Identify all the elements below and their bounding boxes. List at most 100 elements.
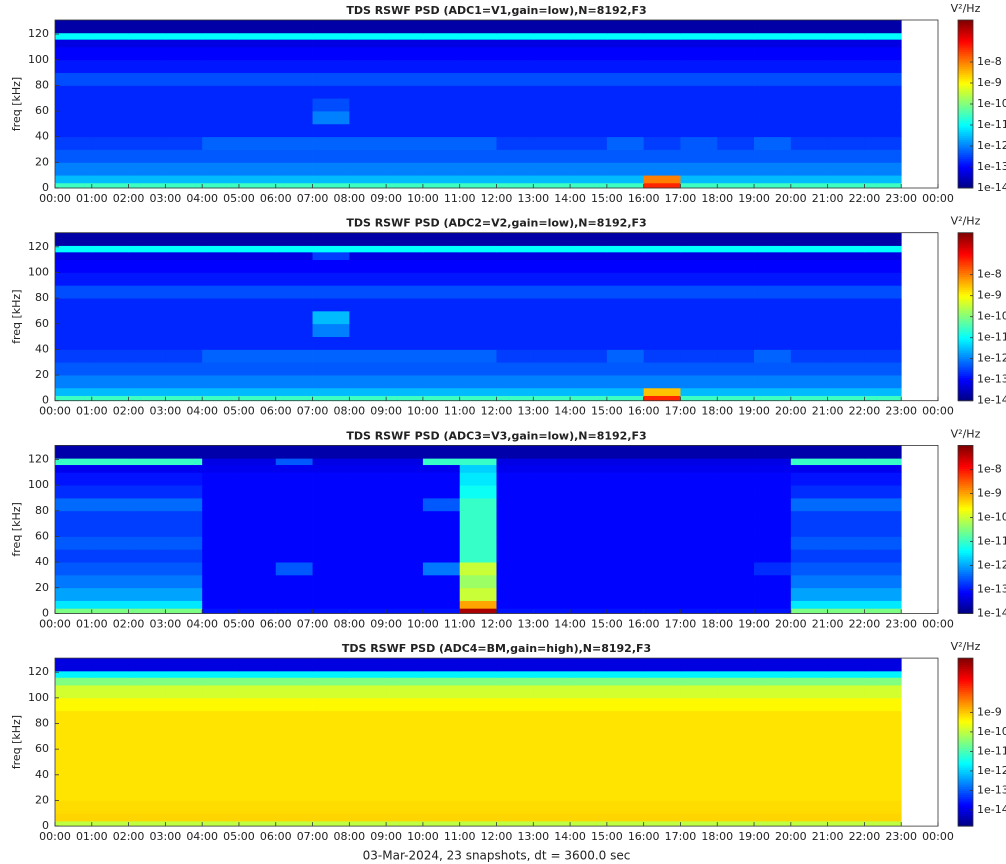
heatmap-cell [312, 787, 350, 801]
colorbar-swatch [958, 97, 973, 101]
heatmap-cell [459, 98, 497, 112]
colorbar-swatch [958, 53, 973, 57]
heatmap-cell [349, 464, 387, 473]
heatmap-cell [91, 736, 129, 750]
colorbar-swatch [958, 323, 973, 326]
heatmap-cell [790, 685, 829, 699]
colorbar-swatch [958, 156, 973, 160]
heatmap-cell [128, 658, 166, 672]
heatmap-cell [717, 251, 755, 261]
colorbar-swatch [958, 698, 973, 701]
heatmap-cell [165, 395, 203, 402]
heatmap-cell [128, 445, 166, 459]
heatmap-cell [606, 472, 645, 486]
heatmap-cell [606, 685, 645, 699]
heatmap-cell [202, 32, 240, 40]
heatmap-cell [165, 472, 203, 486]
heatmap-cell [790, 800, 829, 814]
heatmap-cell [91, 323, 129, 337]
heatmap-cell [570, 472, 608, 486]
heatmap-cell [202, 787, 240, 801]
x-tick-label: 00:00 [39, 405, 71, 418]
y-tick-label: 80 [35, 504, 49, 517]
x-tick-label: 02:00 [113, 617, 145, 630]
heatmap-cell [643, 458, 681, 466]
heatmap-cell [275, 736, 313, 750]
heatmap-cell [128, 149, 166, 163]
colorbar-swatch [958, 266, 973, 269]
heatmap-cell [349, 123, 387, 138]
heatmap-cell [717, 387, 755, 396]
heatmap-cell [422, 549, 461, 563]
heatmap-cell [386, 510, 424, 525]
colorbar-swatch [958, 765, 973, 768]
heatmap-cell [128, 736, 166, 750]
colorbar-tick-label: 1e-13 [977, 373, 1006, 386]
heatmap-cell [570, 710, 608, 724]
heatmap-cell [422, 697, 461, 712]
colorbar-swatch [958, 712, 973, 716]
heatmap-cell [570, 587, 608, 601]
heatmap-cell [459, 111, 497, 125]
heatmap-cell [643, 464, 681, 473]
heatmap-cell [864, 136, 902, 150]
heatmap-cell [238, 574, 277, 589]
heatmap-cell [717, 349, 755, 363]
heatmap-cell [790, 323, 829, 337]
heatmap-cell [496, 149, 534, 163]
heatmap-cell [827, 32, 865, 40]
heatmap-cell [91, 574, 129, 589]
colorbar-swatch [958, 782, 973, 785]
heatmap-cell [238, 232, 277, 246]
heatmap-cell [864, 20, 902, 34]
colorbar-swatch [958, 607, 973, 610]
heatmap-cell [312, 362, 350, 376]
heatmap-cell [827, 20, 865, 34]
heatmap-cell [643, 175, 681, 184]
heatmap-cell [386, 608, 424, 614]
heatmap-cell [827, 336, 865, 350]
colorbar-swatch [958, 691, 973, 695]
colorbar-tick-label: 1e-13 [977, 160, 1006, 173]
panel: 00:00 01:00 02:00 03:00 04:00 05:00 06:00 07:00… [10, 640, 1006, 863]
colorbar-swatch [958, 36, 973, 40]
heatmap-cell [128, 787, 166, 801]
colorbar-swatch [958, 335, 973, 339]
heatmap-cell [349, 182, 387, 189]
heatmap-cell [312, 472, 350, 486]
heatmap-cell [165, 658, 203, 672]
colorbar-swatch [958, 169, 973, 172]
colorbar-swatch [958, 394, 973, 397]
heatmap-cell [91, 39, 129, 48]
heatmap-cell [165, 375, 203, 389]
heatmap-cell [606, 464, 645, 473]
heatmap-cell [312, 349, 350, 363]
heatmap-cell [91, 298, 129, 312]
colorbar-swatch [958, 611, 973, 614]
heatmap-cell [570, 574, 608, 589]
x-tick-label: 17:00 [665, 830, 697, 843]
x-tick-label: 09:00 [370, 405, 402, 418]
heatmap-cell [717, 32, 755, 40]
heatmap-cell [238, 259, 277, 273]
heatmap-cell [128, 175, 166, 184]
heatmap-cell [238, 272, 277, 286]
heatmap-cell [238, 445, 277, 459]
heatmap-cell [459, 251, 497, 261]
x-tick-label: 02:00 [113, 405, 145, 418]
heatmap-cell [827, 736, 865, 750]
colorbar-tick-label: 1e-10 [977, 725, 1006, 738]
heatmap-cell [459, 387, 497, 396]
heatmap-cell [717, 298, 755, 312]
heatmap-cell [496, 587, 534, 601]
heatmap-cell [459, 523, 497, 537]
heatmap-cell [91, 395, 129, 402]
heatmap-cell [717, 285, 755, 299]
colorbar-swatch [958, 177, 973, 181]
heatmap-cell [55, 111, 93, 125]
x-tick-label: 01:00 [76, 405, 108, 418]
colorbar-tick-label: 1e-12 [977, 352, 1006, 365]
heatmap-cell [386, 285, 424, 299]
heatmap-cell [459, 670, 497, 678]
heatmap-cell [606, 749, 645, 763]
